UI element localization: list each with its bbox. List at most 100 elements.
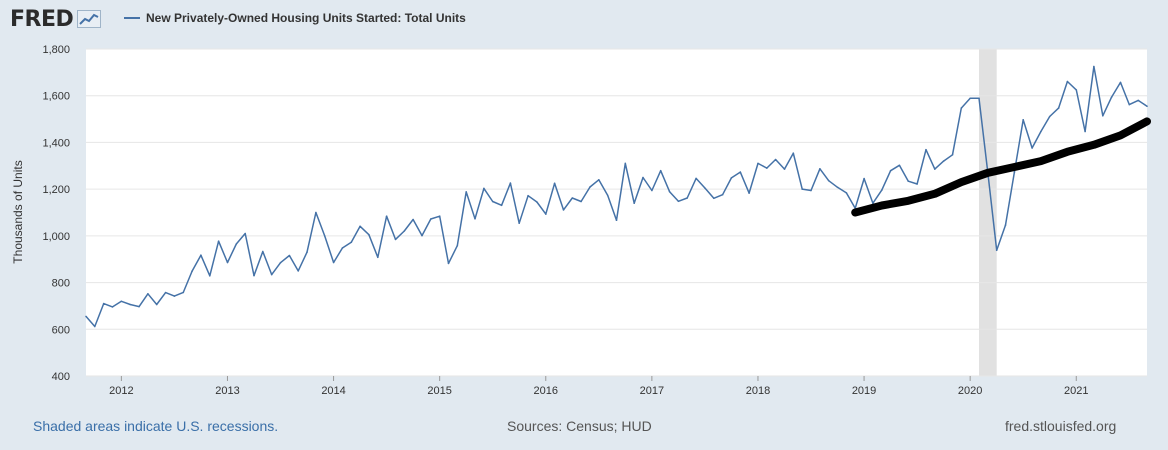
data-point <box>863 177 865 180</box>
data-point <box>668 190 671 193</box>
data-point <box>483 187 485 190</box>
data-point <box>359 225 361 228</box>
y-axis-label: Thousands of Units <box>11 160 25 263</box>
data-point <box>341 247 344 249</box>
data-point <box>934 168 936 170</box>
data-point <box>474 218 476 220</box>
data-point <box>872 202 874 204</box>
data-point <box>527 194 529 197</box>
data-point <box>1004 224 1007 226</box>
y-axis-ticks: 400 600 800 1,000 1,200 1,400 1,600 1,800 <box>42 44 70 383</box>
x-axis-ticks: 2012 2013 2014 2015 2016 2017 2018 2019 2020 2021 <box>109 376 1089 397</box>
data-point <box>907 180 910 182</box>
data-point <box>748 192 750 194</box>
x-tick-label: 2014 <box>321 385 345 397</box>
data-point <box>155 303 158 306</box>
data-point <box>500 204 503 207</box>
data-point <box>598 179 600 181</box>
fred-logo[interactable]: FRED <box>10 6 102 32</box>
data-point <box>571 197 574 199</box>
data-point <box>1075 89 1078 91</box>
data-point <box>102 302 105 305</box>
y-tick-label: 400 <box>52 371 70 383</box>
data-point <box>774 158 777 161</box>
data-point <box>412 218 414 221</box>
data-point <box>677 200 680 203</box>
data-point <box>306 251 308 253</box>
x-tick-label: 2016 <box>534 385 558 397</box>
data-point <box>1119 81 1122 84</box>
x-tick-label: 2012 <box>109 385 133 397</box>
data-point <box>438 215 441 217</box>
data-point <box>164 291 167 294</box>
fred-site-link[interactable]: fred.stlouisfed.org <box>1005 418 1117 434</box>
data-point <box>491 200 494 203</box>
data-point <box>173 295 176 297</box>
data-point <box>209 275 211 277</box>
sources-note: Sources: Census; HUD <box>507 418 652 434</box>
data-point <box>827 179 830 182</box>
data-point <box>288 254 291 257</box>
data-point <box>1093 65 1095 68</box>
x-tick-label: 2013 <box>215 385 239 397</box>
data-point <box>200 254 202 256</box>
y-tick-label: 1,400 <box>42 137 70 149</box>
y-tick-label: 600 <box>52 324 70 336</box>
data-point <box>368 233 370 236</box>
data-point <box>589 186 591 188</box>
recession-band <box>979 49 997 376</box>
data-point <box>925 148 927 151</box>
data-point <box>377 256 379 259</box>
data-point <box>465 191 468 193</box>
x-tick-label: 2018 <box>746 385 770 397</box>
data-point <box>1066 80 1069 83</box>
data-point <box>995 249 998 252</box>
data-point <box>651 189 653 192</box>
data-point <box>456 244 459 247</box>
data-point <box>536 201 538 203</box>
data-point <box>182 291 185 294</box>
data-point <box>1146 105 1148 107</box>
data-point <box>898 164 901 167</box>
data-point <box>138 305 140 308</box>
data-point <box>1110 96 1113 98</box>
data-point <box>562 209 565 211</box>
fred-chart-icon <box>77 10 102 28</box>
data-point <box>120 300 123 303</box>
data-point <box>801 188 803 190</box>
data-point <box>323 235 326 237</box>
data-point <box>85 315 87 318</box>
data-point <box>518 222 520 224</box>
y-tick-label: 1,800 <box>42 44 70 56</box>
data-point <box>624 162 627 165</box>
data-point <box>659 169 662 172</box>
data-point <box>916 183 918 185</box>
data-point <box>111 306 114 308</box>
data-point <box>217 240 220 242</box>
data-point <box>297 270 300 272</box>
data-point <box>792 152 795 154</box>
data-point <box>350 241 353 243</box>
data-point <box>394 238 397 241</box>
x-tick-label: 2020 <box>958 385 982 397</box>
data-point <box>270 273 273 276</box>
recession-note: Shaded areas indicate U.S. recessions. <box>33 418 279 434</box>
data-point <box>1128 103 1131 106</box>
data-point <box>244 232 246 235</box>
data-point <box>421 234 423 237</box>
fred-logo-text: FRED <box>10 6 74 32</box>
data-point <box>447 262 450 265</box>
data-point <box>1040 130 1042 133</box>
data-point <box>545 213 547 215</box>
data-point <box>262 250 264 253</box>
freehand-annotation-stroke <box>851 117 1151 217</box>
data-point <box>942 160 945 162</box>
recession-shading-layer <box>979 49 997 376</box>
data-point <box>686 197 688 199</box>
data-point <box>315 211 317 214</box>
data-point <box>509 182 512 184</box>
y-tick-label: 1,600 <box>42 91 70 103</box>
data-point <box>642 176 644 179</box>
data-point <box>1137 99 1139 102</box>
plot-area <box>86 49 1147 376</box>
